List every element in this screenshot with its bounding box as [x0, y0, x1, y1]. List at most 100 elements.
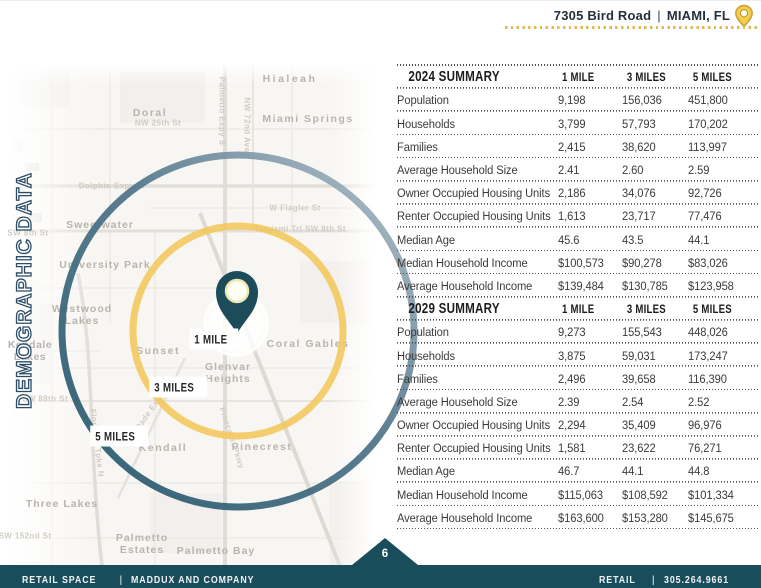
table-cell-value: $101,334	[688, 487, 734, 502]
column-header: 3 MILES	[626, 70, 666, 85]
table-cell-value: $163,600	[558, 510, 604, 525]
footer-listing-type: RETAIL	[599, 574, 636, 586]
footer-separator-right: |	[651, 574, 655, 586]
table-cell-value: 2.52	[688, 394, 710, 409]
table-row: Households 3,875 59,031 173,247	[397, 343, 759, 368]
table-cell-value: 35,409	[622, 418, 656, 433]
table-cell-value: 44.8	[688, 464, 710, 479]
table-row: Owner Occupied Housing Units 2,186 34,076 9…	[397, 181, 759, 205]
map-road-label: Tamiami Trl SW 8th St	[254, 224, 346, 234]
table-cell-label: Median Age	[397, 232, 456, 247]
table-cell-value: 156,036	[622, 93, 662, 108]
table-cell-value: 2.39	[558, 394, 580, 409]
footer-separator-left: |	[119, 574, 123, 586]
map-place-label: Hialeah	[262, 72, 318, 85]
column-header: 1 MILE	[562, 70, 595, 85]
map-road-label: NW 25th St	[134, 118, 182, 128]
table-row: Median Household Income $115,063 $108,592 $…	[397, 483, 759, 507]
footer-phone: 305.264.9661	[663, 574, 729, 586]
page-title-vertical: DEMOGRAPHIC DATA	[12, 171, 36, 409]
address-text: 7305 Bird Road	[553, 8, 652, 23]
table-cell-value: 170,202	[688, 116, 728, 131]
table-cell-value: 43.5	[622, 232, 644, 247]
ring-3-miles	[129, 222, 347, 440]
map-pin-icon	[216, 271, 258, 334]
table-row: Average Household Income $163,600 $153,280…	[397, 506, 759, 530]
city-text: MIAMI, FL	[666, 8, 730, 23]
column-header: 3 MILES	[626, 302, 666, 317]
map-road-label: SW 152nd St	[0, 531, 52, 541]
table-cell-label: Households	[397, 348, 456, 363]
ring-1-mile	[203, 291, 269, 357]
map-fade-right	[330, 63, 392, 566]
map-place-label: Kendall	[138, 441, 188, 454]
table-cell-value: 448,026	[688, 325, 728, 340]
table-row: Median Age 46.7 44.1 44.8	[397, 459, 759, 484]
map-road-label: Florida's Tpke N	[88, 408, 106, 478]
table-row: Median Household Income $100,573 $90,278 $8…	[397, 251, 759, 275]
table-cell-value: 23,717	[622, 209, 656, 224]
table-cell-label: Average Household Income	[397, 510, 533, 525]
map-city-blocks	[0, 63, 392, 566]
table-title: 2024 SUMMARY	[408, 69, 500, 86]
ring-1-mile-glow	[205, 293, 267, 355]
demographics-tables: 2024 SUMMARY 1 MILE 3 MILES 5 MILES Populati…	[397, 64, 759, 530]
table-cell-value: 1,581	[558, 441, 586, 456]
column-header: 1 MILE	[562, 302, 595, 317]
footer-bar: RETAIL SPACE | MADDUX AND COMPANY RETAIL | 3…	[0, 565, 761, 588]
table-cell-value: 46.7	[558, 464, 580, 479]
table-cell-value: $100,573	[558, 255, 604, 270]
map-place-label: Miami Springs	[262, 112, 354, 125]
table-cell-value: 45.6	[558, 232, 580, 247]
table-cell-label: Renter Occupied Housing Units	[397, 209, 551, 224]
table-cell-label: Median Age	[397, 464, 456, 479]
ring-5-miles	[58, 151, 418, 511]
map-place-label: Westwood Lakes	[51, 302, 113, 327]
table-row: Population 9,198 156,036 451,800	[397, 88, 759, 113]
address-separator: |	[657, 8, 661, 23]
table-header-row: 2024 SUMMARY 1 MILE 3 MILES 5 MILES	[397, 65, 759, 89]
map-place-label: Pinecrest	[231, 440, 293, 453]
table-cell-value: 155,543	[622, 325, 662, 340]
radius-label-3-miles: 3 MILES	[149, 376, 207, 398]
table-cell-label: Median Household Income	[397, 255, 528, 270]
map-image	[0, 63, 392, 566]
table-cell-label: Households	[397, 116, 456, 131]
map-road-label: Dolphin Expy W	[78, 181, 146, 191]
table-cell-value: 113,997	[688, 139, 727, 154]
table-cell-value: $130,785	[622, 278, 668, 293]
table-cell-value: 116,390	[688, 371, 727, 386]
table-row: Median Age 45.6 43.5 44.1	[397, 228, 759, 252]
table-cell-value: $83,026	[688, 255, 728, 270]
table-row: Population 9,273 155,543 448,026	[397, 320, 759, 344]
table-row: Average Household Size 2.41 2.60 2.59	[397, 158, 759, 182]
radius-label-1-mile: 1 MILE	[189, 328, 239, 350]
table-cell-label: Average Household Size	[397, 163, 518, 178]
map-place-label: Palmetto Estates	[115, 531, 169, 556]
table-cell-value: 23,622	[622, 441, 656, 456]
table-cell-label: Renter Occupied Housing Units	[397, 441, 551, 456]
table-cell-value: 2.60	[622, 163, 644, 178]
table-cell-value: 3,799	[558, 116, 586, 131]
map-area: Hialeah Doral Miami Springs Sweetwater Unive…	[0, 63, 430, 566]
map-place-label: University Park	[59, 258, 151, 271]
table-cell-value: 2,294	[558, 418, 586, 433]
table-row: Renter Occupied Housing Units 1,613 23,717…	[397, 204, 759, 228]
radius-label-5-miles: 5 MILES	[90, 425, 148, 447]
table-row: Renter Occupied Housing Units 1,581 23,622…	[397, 436, 759, 460]
map-place-label: Doral	[132, 106, 168, 119]
table-cell-value: 76,271	[688, 441, 722, 456]
table-cell-label: Average Household Size	[397, 394, 518, 409]
column-header: 5 MILES	[692, 302, 732, 317]
table-cell-value: 44.1	[688, 232, 710, 247]
table-cell-label: Population	[397, 325, 449, 340]
footer-space-type: RETAIL SPACE	[22, 574, 97, 586]
map-place-label: Palmetto Bay	[176, 544, 256, 557]
table-cell-value: $139,484	[558, 278, 604, 293]
table-cell-value: 2,415	[558, 139, 586, 154]
table-cell-label: Owner Occupied Housing Units	[397, 418, 551, 433]
table-row: Average Household Size 2.39 2.54 2.52	[397, 390, 759, 414]
table-cell-value: 2,496	[558, 371, 586, 386]
table-cell-value: 39,658	[622, 371, 656, 386]
map-fade-top	[0, 63, 392, 85]
